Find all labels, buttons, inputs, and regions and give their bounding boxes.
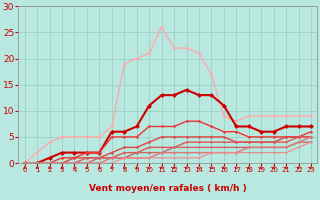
X-axis label: Vent moyen/en rafales ( km/h ): Vent moyen/en rafales ( km/h ): [89, 184, 247, 193]
